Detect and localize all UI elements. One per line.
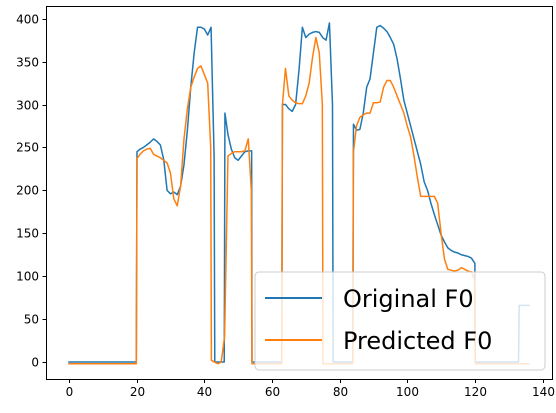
x-tick-label: 20 — [130, 385, 145, 399]
plot-frame — [46, 6, 553, 380]
axes — [46, 6, 553, 380]
plot-lines — [68, 22, 530, 365]
x-tick-label: 80 — [333, 385, 348, 399]
legend-box — [254, 271, 546, 371]
y-tick-label: 300 — [16, 99, 39, 113]
series-line-original-f0 — [68, 22, 530, 363]
y-tick-label: 400 — [16, 13, 39, 27]
x-tick-label: 60 — [265, 385, 280, 399]
x-tick-label: 140 — [532, 385, 555, 399]
legend: Original F0 Predicted F0 — [254, 271, 546, 371]
y-tick-label: 50 — [24, 313, 39, 327]
x-tick-label: 40 — [197, 385, 212, 399]
series-line-predicted-f0 — [68, 36, 530, 365]
x-tick-label: 100 — [396, 385, 419, 399]
x-tick-label: 120 — [464, 385, 487, 399]
legend-label: Original F0 — [343, 285, 474, 313]
y-tick-label: 350 — [16, 56, 39, 70]
y-tick-label: 150 — [16, 227, 39, 241]
y-tick-label: 100 — [16, 270, 39, 284]
legend-label: Predicted F0 — [343, 327, 492, 355]
x-tick-label: 0 — [66, 385, 74, 399]
y-axis-ticks: 0 50 100 150 200 250 300 350 400 — [16, 13, 47, 370]
y-tick-label: 200 — [16, 184, 39, 198]
y-tick-label: 250 — [16, 141, 39, 155]
y-tick-label: 0 — [31, 356, 39, 370]
x-axis-ticks: 0 20 40 60 80 100 120 140 — [66, 379, 555, 399]
